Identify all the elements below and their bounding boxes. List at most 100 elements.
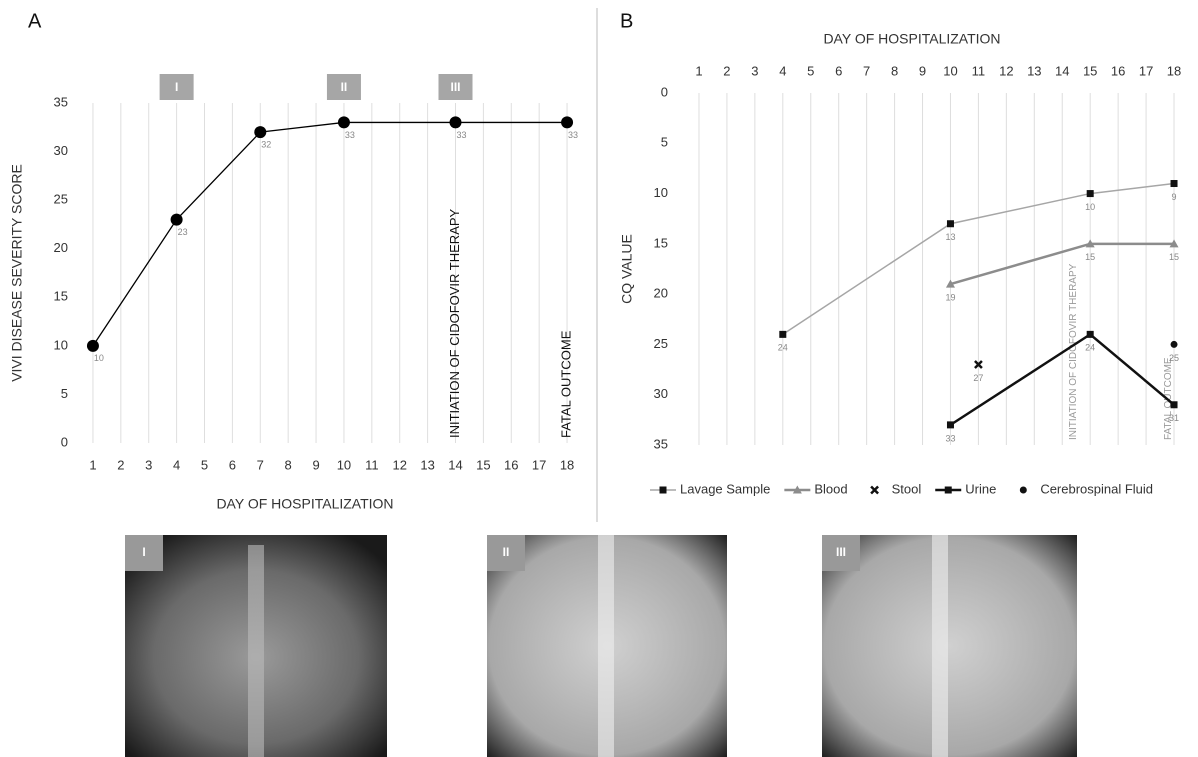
marker [945,279,955,288]
y-tick-label: 0 [61,434,68,449]
x-tick-label: 10 [337,457,351,472]
value-label: 19 [945,292,955,302]
annotation: INITIATION OF CIDOFOVIR THERAPY [1068,263,1079,440]
value-label: 33 [945,433,955,443]
image-label-box [125,535,163,571]
y-tick-label: 30 [654,386,668,401]
value-label: 24 [1085,343,1095,353]
xray-images: I II III [125,535,1077,757]
marker [86,339,99,352]
marker [1086,190,1094,198]
x-tick-label: 13 [1027,63,1041,78]
x-tick-label: 9 [312,457,319,472]
y-tick-label: 10 [54,337,68,352]
x-tick-label: 17 [1139,63,1153,78]
phase-label: III [450,80,460,94]
spine [598,535,614,757]
y-tick-label: 15 [654,235,668,250]
x-tick-label: 8 [285,457,292,472]
x-tick-label: 4 [173,457,180,472]
x-tick-label: 16 [504,457,518,472]
value-label: 15 [1085,252,1095,262]
x-tick-label: 12 [392,457,406,472]
series-line [782,182,1175,335]
value-label: 10 [94,353,104,363]
x-tick-label: 7 [863,63,870,78]
marker [449,116,462,129]
x-tick-label: 8 [891,63,898,78]
panel-label: B [620,10,633,32]
x-tick-label: 11 [365,457,379,472]
y-tick-label: 5 [61,386,68,401]
marker [1170,340,1178,348]
image-label: II [503,545,510,559]
x-tick-label: 7 [257,457,264,472]
y-tick-label: 20 [654,286,668,301]
marker [1019,486,1027,494]
x-tick-label: 1 [89,457,96,472]
marker [254,126,267,139]
y-tick-label: 10 [654,185,668,200]
value-label: 31 [1169,413,1179,423]
value-label: 33 [568,130,578,140]
value-label: 32 [261,140,271,150]
value-label: 15 [1169,252,1179,262]
y-tick-label: 25 [654,336,668,351]
spine [248,545,264,757]
legend-label: Cerebrospinal Fluid [1040,481,1153,496]
x-tick-label: 1 [695,63,702,78]
marker [946,220,954,228]
x-tick-label: 18 [1167,63,1181,78]
marker [792,485,802,494]
x-tick-label: 5 [201,457,208,472]
y-tick-label: 0 [661,84,668,99]
x-axis-title: DAY OF HOSPITALIZATION [216,496,393,512]
value-label: 33 [345,130,355,140]
phase-box [438,74,473,100]
image-label-box [487,535,525,571]
y-tick-label: 35 [54,94,68,109]
y-tick-label: 5 [661,135,668,150]
marker [659,486,667,494]
legend-label: Stool [892,481,922,496]
annotation: FATAL OUTCOME [1163,357,1174,440]
image-label: III [836,545,846,559]
x-tick-label: 17 [532,457,546,472]
marker [561,116,574,129]
annotation: INITIATION OF CIDOFOVIR THERAPY [447,208,462,438]
marker [946,421,954,429]
phase-label: II [341,80,348,94]
marker [779,330,787,338]
x-tick-label: 15 [1083,63,1097,78]
y-tick-label: 30 [54,143,68,158]
marker [1170,401,1178,409]
x-tick-label: 14 [448,457,462,472]
x-tick-label: 16 [1111,63,1125,78]
x-tick-label: 11 [972,63,986,78]
x-tick-label: 4 [779,63,786,78]
marker [170,213,183,226]
y-tick-label: 25 [54,192,68,207]
x-tick-label: 18 [560,457,574,472]
y-tick-label: 15 [54,289,68,304]
x-tick-label: 12 [999,63,1013,78]
x-tick-label: 2 [723,63,730,78]
value-label: 24 [778,343,788,353]
x-tick-label: 6 [229,457,236,472]
marker [944,486,952,494]
x-axis-title: DAY OF HOSPITALIZATION [823,31,1000,47]
value-label: 23 [178,227,188,237]
marker [1170,180,1178,188]
phase-label: I [175,80,178,94]
series-line [92,121,568,347]
x-tick-label: 6 [835,63,842,78]
y-axis-title: VIVI DISEASE SEVERITY SCORE [9,164,25,382]
marker [1169,239,1179,248]
x-tick-label: 5 [807,63,814,78]
x-tick-label: 14 [1055,63,1069,78]
image-label: I [142,545,145,559]
marker [1085,239,1095,248]
image-label-box [822,535,860,571]
value-label: 25 [1169,353,1179,363]
